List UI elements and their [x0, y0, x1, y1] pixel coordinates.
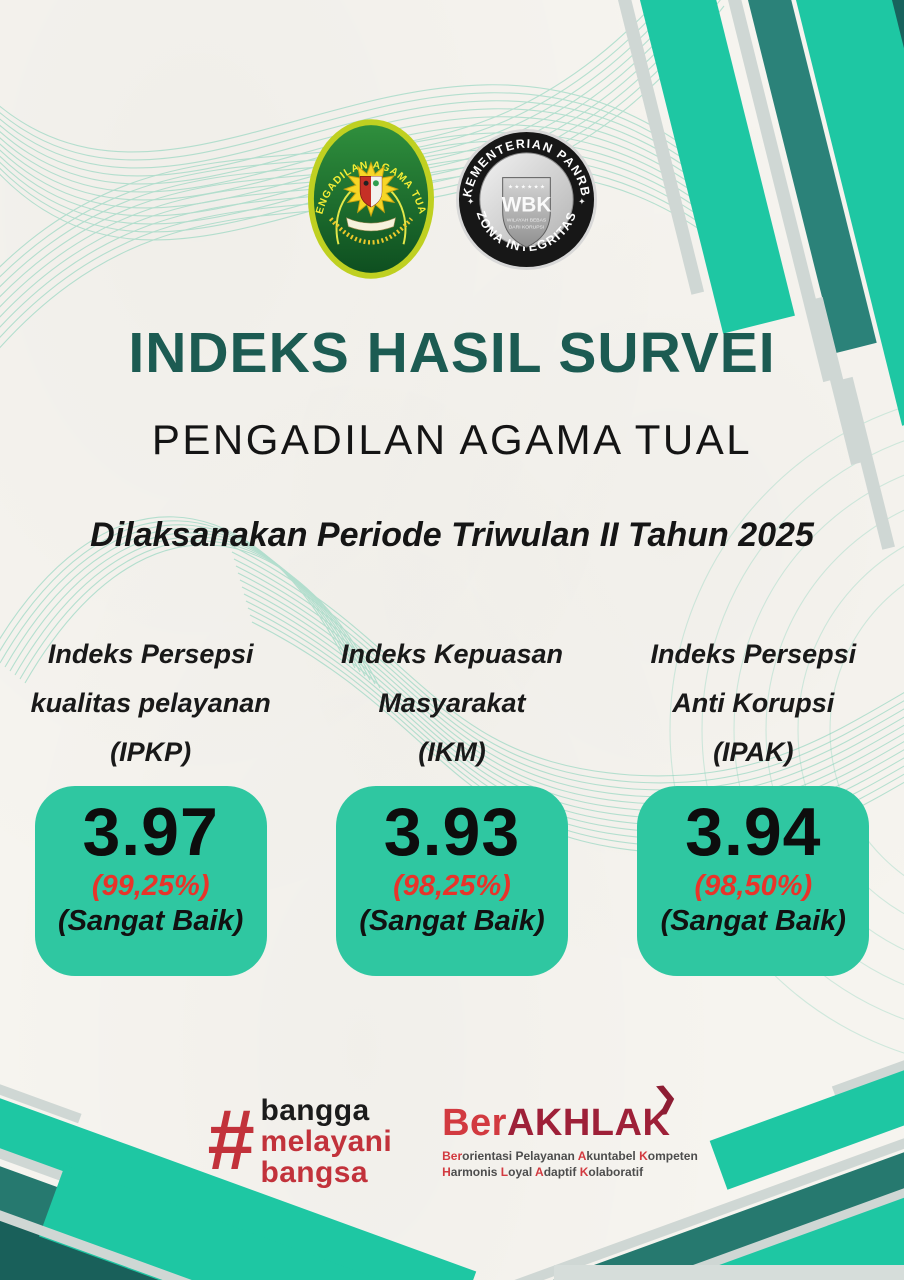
melayani-line: melayani: [260, 1125, 393, 1158]
berakhlak-word-main: AKHLAK: [506, 1101, 671, 1144]
score-card-ipkp: 3.97 (99,25%) (Sangat Baik): [34, 786, 267, 976]
score-rating: (Sangat Baik): [57, 904, 244, 937]
score-rating: (Sangat Baik): [359, 904, 545, 937]
index-header-line: (IKM): [418, 737, 486, 767]
berakhlak-word-prefix: Ber: [442, 1101, 507, 1144]
score-percent: (98,50%): [694, 870, 813, 903]
index-header-line: Masyarakat: [378, 688, 526, 718]
survey-period: Dilaksanakan Periode Triwulan II Tahun 2…: [90, 516, 814, 554]
footer-logos: # bangga melayani bangsa BerAKHLAK ❯ Bero…: [0, 1080, 904, 1188]
bangsa-line: bangsa: [260, 1156, 368, 1189]
index-header-line: (IPAK): [713, 737, 794, 767]
page-title: INDEKS HASIL SURVEI: [128, 321, 776, 385]
chevron-right-icon: ❯: [652, 1080, 680, 1114]
star-icon: ✦: [466, 196, 474, 206]
score-percent: (98,25%): [393, 870, 511, 903]
index-headers: Indeks Persepsi kualitas pelayanan (IPKP…: [0, 630, 904, 777]
score-card-ikm: 3.93 (98,25%) (Sangat Baik): [335, 786, 568, 976]
score-value: 3.93: [383, 794, 521, 870]
score-value: 3.94: [685, 794, 822, 870]
score-cards: 3.97 (99,25%) (Sangat Baik) 3.93 (98,25%…: [0, 786, 904, 976]
index-header-line: Indeks Persepsi: [650, 639, 857, 669]
bottom-edge-bar-decor: [554, 1265, 904, 1280]
wbk-zona-integritas-badge: KEMENTERIAN PANRB ZONA INTEGRITAS ✦ ✦ ★ …: [455, 128, 597, 271]
score-value: 3.97: [82, 794, 219, 870]
index-header-ipak: Indeks Persepsi Anti Korupsi (IPAK): [603, 630, 904, 777]
index-header-line: Anti Korupsi: [672, 688, 835, 718]
bangga-line: bangga: [260, 1094, 370, 1127]
wbk-shield-text: WBK: [501, 193, 551, 216]
index-header-line: Indeks Persepsi: [47, 639, 254, 669]
score-card-ipak: 3.94 (98,50%) (Sangat Baik): [637, 786, 870, 976]
pengadilan-agama-tual-logo: PENGADILAN AGAMA TUAL: [307, 118, 434, 279]
index-header-line: kualitas pelayanan: [30, 688, 271, 718]
index-header-line: Indeks Kepuasan: [340, 639, 564, 669]
bangga-melayani-bangsa-logo: # bangga melayani bangsa: [206, 1095, 392, 1188]
berakhlak-logo: BerAKHLAK ❯ Berorientasi Pelayanan Akunta…: [442, 1080, 698, 1180]
tagline-line-2: Harmonis Loyal Adaptif Kolaboratif: [442, 1164, 644, 1179]
tagline-line-1: Berorientasi Pelayanan Akuntabel Kompete…: [442, 1148, 698, 1163]
score-rating: (Sangat Baik): [660, 904, 846, 937]
berakhlak-wordmark: BerAKHLAK ❯: [442, 1080, 680, 1144]
header-logos: PENGADILAN AGAMA TUAL: [0, 118, 904, 281]
berakhlak-tagline: Berorientasi Pelayanan Akuntabel Kompete…: [442, 1148, 698, 1180]
wbk-shield-sub1: WILAYAH BEBAS: [506, 217, 546, 223]
star-icon: ✦: [578, 196, 586, 206]
organization-name: PENGADILAN AGAMA TUAL: [151, 416, 753, 463]
hashtag-icon: #: [206, 1093, 254, 1189]
top-right-stripes-decor: [474, 0, 904, 580]
wbk-stars-row: ★ ★ ★ ★ ★ ★: [508, 185, 545, 191]
wbk-shield-sub2: DARI KORUPSI: [508, 224, 544, 230]
index-header-line: (IPKP): [110, 737, 192, 767]
index-header-ikm: Indeks Kepuasan Masyarakat (IKM): [301, 630, 602, 777]
score-percent: (99,25%): [91, 870, 210, 903]
index-header-ipkp: Indeks Persepsi kualitas pelayanan (IPKP…: [0, 630, 301, 777]
